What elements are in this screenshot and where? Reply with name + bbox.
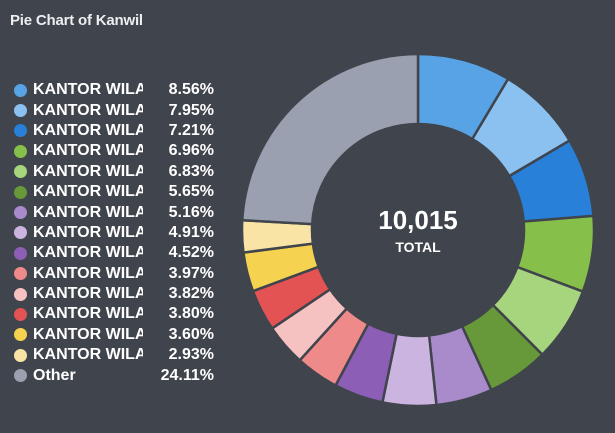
legend-percent: 3.97% — [168, 264, 214, 282]
legend-item[interactable]: KANTOR WILA 4.91% — [14, 223, 214, 243]
legend-item[interactable]: KANTOR WILA 6.96% — [14, 141, 214, 161]
legend-item[interactable]: KANTOR WILA 5.65% — [14, 182, 214, 202]
legend-label: KANTOR WILA — [33, 183, 143, 201]
legend-label: KANTOR WILA — [33, 121, 143, 139]
legend-percent: 5.16% — [168, 203, 214, 221]
legend-percent: 4.52% — [168, 244, 214, 262]
legend-swatch — [14, 328, 27, 342]
panel-title: Pie Chart of Kanwil — [10, 12, 143, 29]
legend-swatch — [14, 206, 27, 220]
legend-percent: 3.60% — [168, 325, 214, 343]
legend-swatch — [14, 165, 27, 179]
donut-slices — [240, 52, 596, 408]
legend-label: KANTOR WILA — [33, 244, 143, 262]
donut-chart: 10,015 TOTAL — [240, 52, 596, 408]
legend-item[interactable]: KANTOR WILA 7.95% — [14, 100, 214, 120]
legend-swatch — [14, 348, 27, 362]
legend-swatch — [14, 246, 27, 260]
legend-label: KANTOR WILA — [33, 81, 143, 99]
legend-label: KANTOR WILA — [33, 285, 143, 303]
legend-label: KANTOR WILA — [33, 346, 143, 364]
legend-percent: 7.95% — [168, 101, 214, 119]
legend-item[interactable]: KANTOR WILA 8.56% — [14, 80, 214, 100]
legend-percent: 5.65% — [168, 183, 214, 201]
legend-percent: 24.11% — [160, 366, 214, 384]
legend-percent: 6.96% — [168, 142, 214, 160]
chart-legend: KANTOR WILA 8.56% KANTOR WILA 7.95% KANTOR W… — [14, 80, 214, 386]
legend-swatch — [14, 267, 27, 281]
legend-swatch — [14, 83, 27, 97]
legend-label: KANTOR WILA — [33, 101, 143, 119]
donut-slice[interactable] — [240, 52, 420, 226]
legend-item[interactable]: KANTOR WILA 2.93% — [14, 345, 214, 365]
legend-item[interactable]: Other 24.11% — [14, 365, 214, 385]
center-total-value: 10,015 — [378, 205, 458, 235]
legend-label: KANTOR WILA — [33, 305, 143, 323]
legend-label: KANTOR WILA — [33, 162, 143, 180]
legend-item[interactable]: KANTOR WILA 3.97% — [14, 264, 214, 284]
legend-label: KANTOR WILA — [33, 325, 143, 343]
legend-label: KANTOR WILA — [33, 203, 143, 221]
legend-item[interactable]: KANTOR WILA 5.16% — [14, 202, 214, 222]
legend-label: KANTOR WILA — [33, 223, 143, 241]
legend-swatch — [14, 287, 27, 301]
legend-swatch — [14, 369, 27, 383]
legend-percent: 4.91% — [168, 223, 214, 241]
legend-item[interactable]: KANTOR WILA 3.82% — [14, 284, 214, 304]
legend-swatch — [14, 104, 27, 118]
legend-percent: 2.93% — [168, 346, 214, 364]
legend-percent: 8.56% — [168, 81, 214, 99]
legend-swatch — [14, 185, 27, 199]
legend-swatch — [14, 307, 27, 321]
legend-item[interactable]: KANTOR WILA 4.52% — [14, 243, 214, 263]
legend-label: Other — [33, 366, 76, 384]
legend-label: KANTOR WILA — [33, 264, 143, 282]
legend-item[interactable]: KANTOR WILA 3.60% — [14, 325, 214, 345]
legend-percent: 7.21% — [168, 121, 214, 139]
legend-item[interactable]: KANTOR WILA 3.80% — [14, 304, 214, 324]
legend-item[interactable]: KANTOR WILA 7.21% — [14, 121, 214, 141]
legend-swatch — [14, 124, 27, 138]
legend-percent: 3.82% — [168, 285, 214, 303]
legend-percent: 6.83% — [168, 162, 214, 180]
legend-swatch — [14, 226, 27, 240]
legend-swatch — [14, 144, 27, 158]
legend-label: KANTOR WILA — [33, 142, 143, 160]
legend-item[interactable]: KANTOR WILA 6.83% — [14, 162, 214, 182]
legend-percent: 3.80% — [168, 305, 214, 323]
center-total-label: TOTAL — [395, 239, 441, 255]
